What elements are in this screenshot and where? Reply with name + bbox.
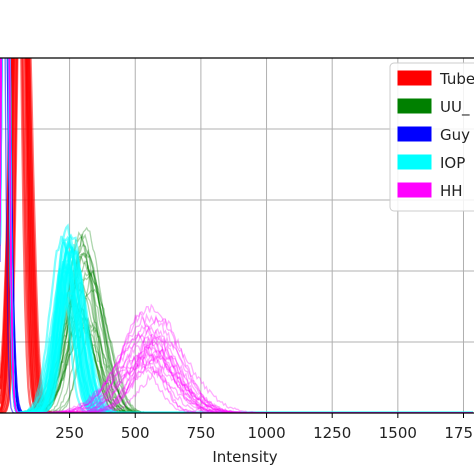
series-curve (0, 58, 473, 413)
legend-label-0: Tube (439, 70, 474, 88)
series-curve (0, 58, 473, 413)
legend-label-1: UU_ (440, 98, 470, 117)
series-curve (0, 58, 473, 413)
legend-label-4: HH (440, 182, 463, 200)
series-curve (0, 58, 473, 413)
series-curve (0, 58, 473, 413)
series-curve (0, 58, 473, 413)
series-iop (0, 58, 473, 413)
x-tick-label-6: 1750 (444, 424, 474, 442)
series-curve (0, 58, 473, 413)
series-curve (0, 58, 473, 413)
legend-swatch-2 (397, 126, 432, 142)
legend-swatch-0 (397, 70, 432, 86)
legend-swatch-1 (397, 98, 432, 114)
x-tick-label-2: 750 (187, 424, 216, 442)
legend-label-3: IOP (440, 154, 465, 172)
x-tick-label-4: 1250 (313, 424, 351, 442)
series-curve (0, 58, 473, 413)
axes (0, 57, 474, 414)
legend-swatch-4 (397, 182, 432, 198)
x-axis-title: Intensity (212, 448, 277, 466)
legend-swatch-3 (397, 154, 432, 170)
x-tick-label-3: 1000 (247, 424, 285, 442)
series-curve (0, 58, 473, 413)
x-axis-ticks: 250 500 750 1000 1250 1500 1750 (55, 413, 474, 442)
x-tick-label-0: 250 (55, 424, 84, 442)
series-curve (0, 58, 473, 413)
x-tick-label-1: 500 (121, 424, 150, 442)
legend-label-2: Guy (440, 126, 470, 144)
x-tick-label-5: 1500 (379, 424, 417, 442)
series-curve (0, 58, 473, 413)
series-curve (0, 58, 473, 413)
legend: Tube UU_ Guy IOP HH (389, 62, 474, 212)
series-curve (0, 58, 473, 413)
series-curve (0, 58, 473, 413)
series-curve (0, 58, 473, 413)
